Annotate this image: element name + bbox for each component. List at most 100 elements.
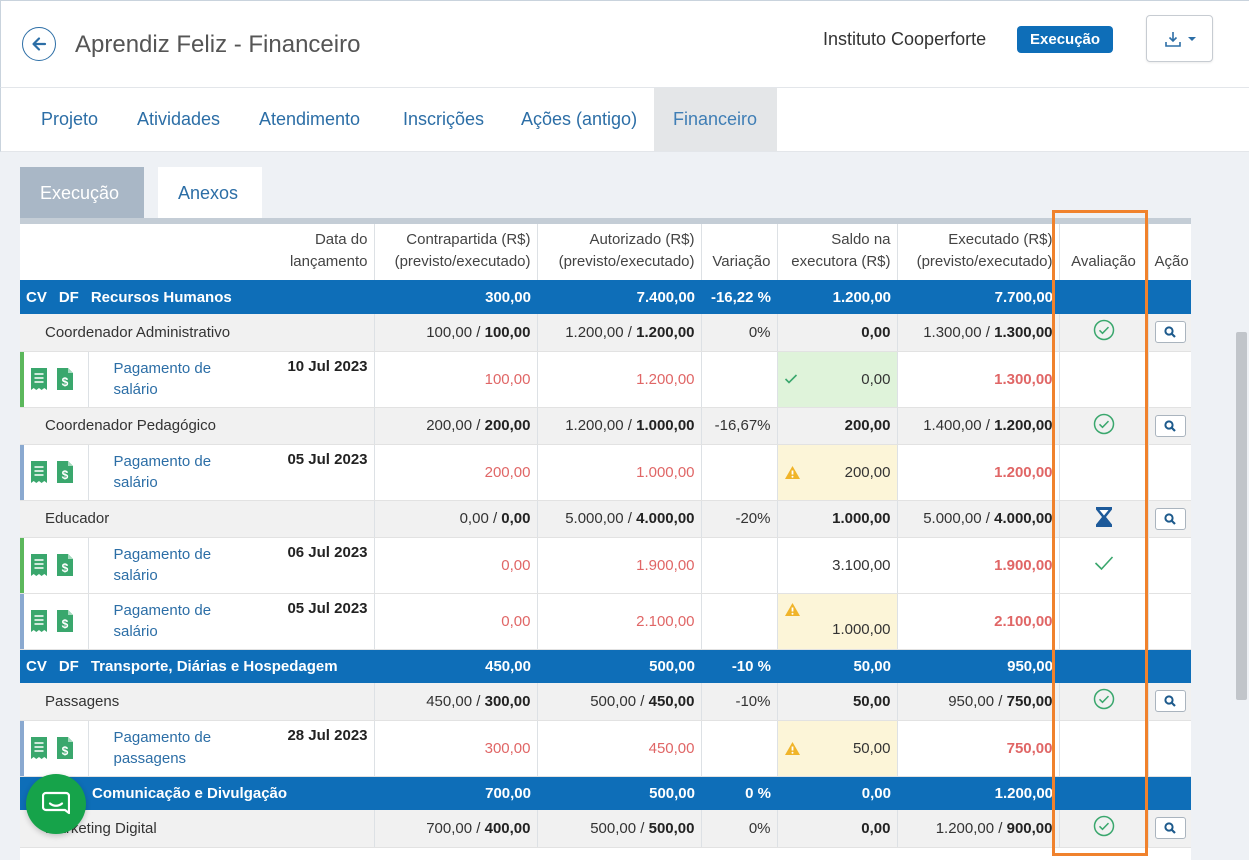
search-button[interactable] [1154, 690, 1186, 713]
payment-executado: 750,00 [897, 720, 1060, 777]
item-name: Coordenador Administrativo [20, 314, 375, 352]
payment-executado: 2.100,00 [897, 593, 1060, 650]
tab-projeto[interactable]: Projeto [41, 109, 99, 129]
tab-atendimento[interactable]: Atendimento [259, 109, 361, 129]
check-circle-icon [1093, 320, 1114, 341]
document-dollar-icon[interactable]: $ [56, 367, 74, 391]
header-contrapartida: Contrapartida (R$) (previsto/executado) [374, 224, 538, 280]
page-title: Aprendiz Feliz - Financeiro [75, 31, 361, 58]
receipt-icon[interactable] [30, 367, 48, 391]
receipt-icon[interactable] [30, 460, 48, 484]
payment-autorizado: 1.900,00 [537, 537, 702, 594]
item-saldo: 50,00 [777, 683, 898, 721]
action-cell [1148, 810, 1191, 848]
payment-autorizado: 1.200,00 [537, 351, 702, 408]
search-button[interactable] [1154, 817, 1186, 840]
payment-date: 06 Jul 2023 [287, 544, 368, 561]
category-saldo: 50,00 [777, 649, 897, 683]
export-dropdown-button[interactable] [1146, 15, 1213, 62]
payment-link[interactable]: Pagamento de salário [113, 546, 212, 584]
item-variacao: -20% [701, 500, 778, 538]
item-executado: 1.200,00 / 900,00 [897, 810, 1060, 848]
header-variacao: Variação [701, 224, 778, 280]
payment-icons-cell: $ [20, 537, 89, 594]
check-circle-icon [1093, 816, 1114, 837]
payment-row: $ Pagamento de salário 05 Jul 2023 200,00… [20, 444, 1191, 501]
payment-icons-cell: $ [20, 351, 89, 408]
item-name: Coordenador Pedagógico [20, 407, 375, 445]
payment-contrapartida: 100,00 [374, 351, 538, 408]
receipt-icon[interactable] [30, 736, 48, 760]
search-button[interactable] [1154, 507, 1186, 530]
payment-link[interactable]: Pagamento de passagens [113, 729, 212, 767]
search-button[interactable] [1154, 321, 1186, 344]
warning-icon [784, 465, 800, 479]
subtab-anexos[interactable]: Anexos [158, 167, 262, 218]
header-executado: Executado (R$) (previsto/executado) [897, 224, 1060, 280]
search-icon [1164, 512, 1176, 525]
payment-link[interactable]: Pagamento de salário [113, 602, 212, 640]
payment-autorizado: 1.000,00 [537, 444, 702, 501]
item-autorizado: 1.200,00 / 1.200,00 [537, 314, 702, 352]
payment-icons-cell: $ [20, 593, 89, 650]
payment-link[interactable]: Pagamento de salário [113, 453, 212, 491]
payment-description-cell: Pagamento de salário 05 Jul 2023 [88, 444, 375, 501]
item-executado: 1.400,00 / 1.200,00 [897, 407, 1060, 445]
category-variacao: -16,22 % [701, 280, 777, 314]
item-contrapartida: 0,00 / 0,00 [374, 500, 538, 538]
category-name-cell: CV DF Recursos Humanos [20, 280, 374, 314]
check-circle-icon [1093, 689, 1114, 710]
svg-text:$: $ [62, 744, 69, 758]
document-dollar-icon[interactable]: $ [56, 460, 74, 484]
export-icon [1164, 31, 1181, 47]
search-icon [1164, 822, 1176, 835]
payment-date: 05 Jul 2023 [287, 600, 368, 617]
back-button[interactable] [22, 27, 56, 61]
scrollbar-thumb[interactable] [1236, 332, 1247, 700]
document-dollar-icon[interactable]: $ [56, 609, 74, 633]
payment-contrapartida: 200,00 [374, 444, 538, 501]
item-autorizado: 5.000,00 / 4.000,00 [537, 500, 702, 538]
category-name: Comunicação e Divulgação [92, 784, 288, 802]
document-dollar-icon[interactable]: $ [56, 736, 74, 760]
category-executado: 7.700,00 [897, 280, 1059, 314]
payment-description-cell: Pagamento de salário 05 Jul 2023 [88, 593, 375, 650]
tab-inscricoes[interactable]: Inscrições [403, 109, 485, 129]
search-button[interactable] [1154, 414, 1186, 437]
payment-saldo: 3.100,00 [777, 537, 898, 594]
search-icon [1164, 695, 1176, 708]
check-icon [1094, 556, 1113, 571]
tab-financeiro[interactable]: Financeiro [654, 88, 777, 151]
payment-link[interactable]: Pagamento de salário [113, 360, 212, 398]
item-contrapartida: 450,00 / 300,00 [374, 683, 538, 721]
payment-row: $ Pagamento de salário 06 Jul 2023 0,00 1… [20, 537, 1191, 594]
item-row: Coordenador Pedagógico 200,00 / 200,00 1… [20, 407, 1191, 445]
payment-autorizado: 2.100,00 [537, 593, 702, 650]
item-autorizado: 500,00 / 500,00 [537, 810, 702, 848]
financial-table-container: Data do lançamento Contrapartida (R$) (pre… [20, 218, 1191, 860]
item-contrapartida: 100,00 / 100,00 [374, 314, 538, 352]
chat-button[interactable] [26, 774, 86, 834]
financial-table: Data do lançamento Contrapartida (R$) (pre… [20, 224, 1191, 848]
warning-icon [784, 602, 800, 616]
tab-acoes-antigo[interactable]: Ações (antigo) [521, 109, 638, 129]
payment-date: 05 Jul 2023 [287, 451, 368, 468]
evaluation-cell [1059, 683, 1149, 721]
item-row: Educador 0,00 / 0,00 5.000,00 / 4.000,00… [20, 500, 1191, 538]
search-icon [1164, 419, 1176, 432]
document-dollar-icon[interactable]: $ [56, 553, 74, 577]
action-cell [1148, 683, 1191, 721]
payment-row: $ Pagamento de passagens 28 Jul 2023 300,… [20, 720, 1191, 777]
action-cell [1148, 314, 1191, 352]
tab-atividades[interactable]: Atividades [137, 109, 221, 129]
subtab-execucao[interactable]: Execução [20, 167, 144, 218]
check-circle-icon [1093, 413, 1114, 434]
receipt-icon[interactable] [30, 609, 48, 633]
search-icon [1164, 326, 1176, 339]
receipt-icon[interactable] [30, 553, 48, 577]
category-executado: 1.200,00 [897, 776, 1059, 810]
svg-text:$: $ [62, 561, 69, 575]
category-name: Transporte, Diárias e Hospedagem [90, 657, 338, 675]
category-contrapartida: 700,00 [374, 776, 537, 810]
payment-description-cell: Pagamento de passagens 28 Jul 2023 [88, 720, 375, 777]
